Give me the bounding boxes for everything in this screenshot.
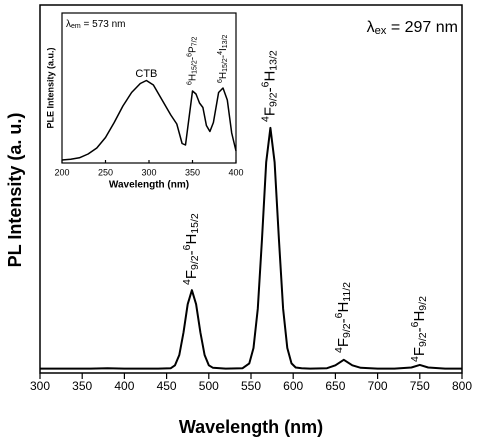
x-tick-label: 750: [410, 379, 430, 393]
x-tick-label: 650: [325, 379, 345, 393]
x-tick-label: 350: [72, 379, 92, 393]
text-part: 15/2: [191, 60, 198, 74]
text-part: em: [71, 23, 81, 30]
transition-label: 4F9/2-6H9/2: [409, 296, 429, 362]
text-part: CTB: [135, 68, 157, 80]
x-axis-title: Wavelength (nm): [179, 417, 323, 437]
text-part: 6: [259, 81, 271, 87]
x-tick-label: 200: [54, 167, 69, 177]
text-part: 13/2: [222, 34, 229, 48]
x-tick-label: 400: [228, 167, 243, 177]
y-axis-title: PL Intensity (a. u.): [5, 113, 25, 268]
text-part: H: [411, 311, 428, 322]
band-label: CTB: [135, 68, 157, 80]
text-part: H: [261, 71, 278, 82]
text-part: F: [261, 107, 278, 116]
text-part: 11/2: [340, 282, 352, 302]
x-tick-label: 550: [241, 379, 261, 393]
text-part: 6: [333, 312, 345, 318]
x-tick-label: 300: [30, 379, 50, 393]
text-part: H: [335, 302, 352, 313]
inset-x-title: Wavelength (nm): [109, 180, 189, 191]
text-part: 15/2: [188, 213, 200, 234]
text-part: F: [411, 347, 428, 356]
x-tick-label: 350: [185, 167, 200, 177]
text-part: 9/2: [340, 323, 352, 338]
text-part: -: [335, 318, 352, 323]
x-tick-label: 400: [114, 379, 134, 393]
x-tick-label: 800: [452, 379, 472, 393]
text-part: -: [187, 57, 198, 60]
inset-y-title: PLE Intensity (a.u.): [45, 47, 55, 128]
text-part: λ: [367, 19, 375, 36]
excitation-label: λex = 297 nm: [367, 19, 458, 36]
x-tick-label: 600: [283, 379, 303, 393]
transition-label: 6H15/2-6P7/2: [186, 36, 198, 85]
text-part: I: [218, 48, 229, 51]
text-part: H: [187, 74, 198, 81]
text-part: F: [183, 270, 200, 279]
spectrum-line: [40, 126, 462, 370]
x-tick-label: 500: [199, 379, 219, 393]
plot-frame: [61, 12, 237, 164]
text-part: 9/2: [416, 332, 428, 347]
transition-label: 6H15/2-4I13/2: [217, 34, 229, 83]
text-part: 6: [181, 244, 193, 250]
text-part: 4: [259, 116, 271, 122]
text-part: F: [335, 338, 352, 347]
x-tick-label: 700: [368, 379, 388, 393]
transition-label: 4F9/2-6H15/2: [181, 213, 201, 285]
text-part: 4: [181, 279, 193, 285]
text-part: λ: [66, 19, 71, 30]
spectrum-line: [61, 79, 237, 161]
text-part: -: [218, 55, 229, 58]
text-part: 6: [186, 81, 193, 85]
emission-label: λem = 573 nm: [66, 19, 126, 30]
text-part: = 297 nm: [386, 19, 458, 36]
x-tick-label: 250: [98, 167, 113, 177]
text-part: 13/2: [267, 50, 279, 71]
text-part: H: [183, 234, 200, 245]
text-part: 6: [409, 321, 421, 327]
x-tick-label: 300: [141, 167, 156, 177]
text-part: H: [218, 72, 229, 79]
text-part: -: [411, 327, 428, 332]
text-part: -: [261, 87, 278, 92]
text-part: 7/2: [191, 36, 198, 46]
text-part: = 573 nm: [81, 19, 126, 30]
text-part: 9/2: [267, 92, 279, 107]
text-part: -: [183, 250, 200, 255]
text-part: P: [187, 46, 198, 53]
x-tick-label: 450: [157, 379, 177, 393]
text-part: 6: [186, 53, 193, 57]
transition-label: 4F9/2-6H11/2: [333, 282, 353, 353]
text-part: 6: [217, 79, 224, 83]
text-part: ex: [375, 25, 387, 37]
text-part: 9/2: [188, 255, 200, 270]
text-part: 9/2: [416, 296, 428, 311]
text-part: 4: [409, 356, 421, 362]
text-part: 15/2: [222, 58, 229, 72]
text-part: 4: [217, 51, 224, 55]
text-part: 4: [333, 347, 345, 353]
transition-label: 4F9/2-6H13/2: [259, 50, 279, 122]
